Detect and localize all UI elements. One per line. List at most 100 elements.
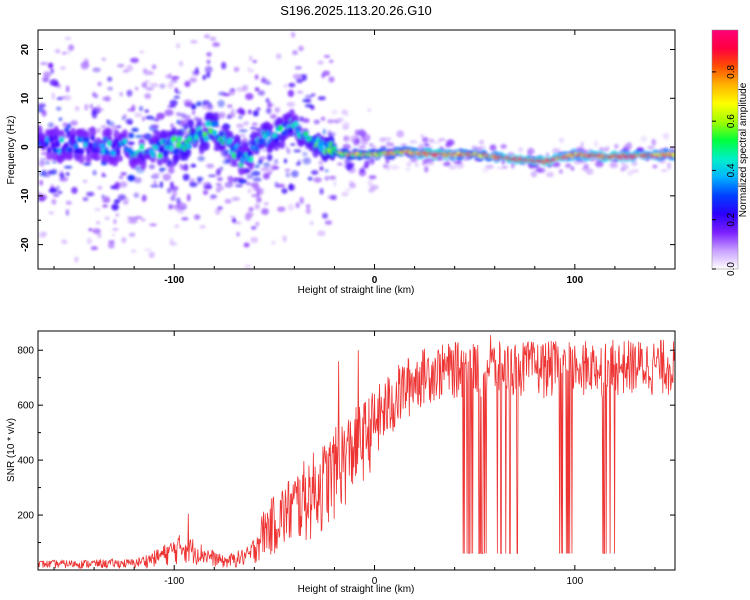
spectrogram-noise-blob [240, 134, 246, 137]
spectrogram-noise-blob [305, 207, 311, 215]
spectrogram-noise-blob [167, 105, 176, 108]
spectrogram-noise-blob [62, 122, 68, 128]
spectrogram-noise-blob [167, 81, 174, 89]
spectrogram-noise-blob [186, 193, 191, 202]
spectrogram-noise-blob [304, 104, 314, 108]
spectrogram-x-tick-label: 0 [372, 275, 378, 286]
spectrogram-noise-blob [660, 169, 668, 172]
spectrogram-noise-blob [133, 215, 143, 220]
spectrogram-noise-blob [66, 47, 71, 55]
spectrogram-noise-blob [558, 137, 565, 143]
spectrogram-noise-blob [212, 42, 221, 47]
spectrogram-noise-blob [396, 130, 405, 138]
spectrogram-noise-blob [263, 202, 269, 206]
spectrogram-noise-blob [202, 100, 206, 107]
spectrogram-noise-blob [92, 170, 97, 176]
spectrogram-noise-blob [384, 137, 392, 141]
colorbar: 0.0 0.2 0.4 0.6 0.8 Normalized spectral ampl… [711, 29, 749, 276]
spectrogram-noise-blob [131, 104, 136, 112]
spectrogram-noise-blob [358, 145, 366, 150]
spectrogram-noise-blob [311, 170, 319, 175]
spectrogram-noise-blob [367, 179, 373, 187]
spectrogram-noise-blob [140, 134, 147, 138]
spectrogram-noise-blob [202, 122, 207, 127]
spectrogram-noise-blob [40, 62, 48, 65]
spectrogram-noise-blob [291, 31, 296, 38]
spectrogram-noise-blob [197, 155, 205, 162]
spectrogram-noise-blob [274, 158, 279, 165]
spectrogram-noise-blob [151, 125, 159, 128]
spectrogram-x-tick-label: 100 [566, 275, 583, 286]
spectrogram-noise-blob [299, 196, 305, 204]
spectrogram-noise-blob [110, 124, 118, 132]
spectrogram-noise-blob [234, 221, 242, 225]
spectrogram-noise-blob [50, 184, 54, 189]
spectrogram-noise-blob [127, 220, 136, 224]
spectrogram-ridge-core [194, 134, 199, 140]
spectrogram-noise-blob [453, 160, 463, 165]
spectrogram-noise-blob [590, 158, 594, 162]
spectrogram-noise-blob [286, 101, 296, 107]
spectrogram-noise-blob [501, 161, 505, 165]
spectrogram-noise-blob [124, 196, 129, 205]
spectrogram-noise-blob [640, 135, 648, 143]
spectrogram-noise-blob [96, 128, 101, 133]
spectrogram-ridge-core [274, 136, 279, 143]
spectrogram-noise-blob [175, 207, 184, 212]
spectrogram-noise-blob [101, 57, 107, 61]
spectrogram-noise-blob [58, 96, 67, 99]
spectrogram-noise-blob [61, 51, 67, 55]
colorbar-label: Normalized spectral amplitude [738, 82, 749, 217]
spectrogram-ridge-core [49, 136, 55, 143]
spectrogram-noise-blob [389, 142, 394, 147]
spectrogram-noise-blob [38, 160, 45, 167]
spectrogram-ridge-halo [233, 134, 241, 145]
spectrogram-noise-blob [127, 216, 134, 220]
spectrogram-noise-blob [317, 230, 326, 237]
spectrogram-noise-blob [302, 152, 308, 157]
colorbar-ticks: 0.0 0.2 0.4 0.6 0.8 [712, 64, 737, 276]
spectrogram-noise-blob [57, 84, 61, 89]
spectrogram-ridge-halo [247, 160, 255, 170]
spectrogram-noise-blob [251, 194, 260, 198]
spectrogram-noise-blob [42, 76, 50, 83]
spectrogram-noise-blob [65, 200, 73, 205]
spectrogram-y-tick-label: 0 [20, 144, 31, 150]
snr-y-tick-label: 600 [17, 401, 34, 412]
spectrogram-ridge-layer [38, 109, 675, 176]
spectrogram-noise-blob [614, 143, 619, 149]
spectrogram-noise-blob [169, 238, 174, 245]
spectrogram-noise-blob [189, 77, 198, 83]
spectrogram-noise-blob [140, 218, 146, 222]
spectrogram-noise-blob [181, 217, 189, 221]
spectrogram-noise-blob [296, 162, 301, 166]
spectrogram-ridge-core [185, 143, 191, 150]
spectrogram-noise-blob [258, 156, 267, 160]
spectrogram-noise-blob [158, 114, 165, 121]
spectrogram-noise-blob [170, 195, 176, 202]
spectrogram-noise-blob [282, 235, 287, 243]
spectrogram-ridge-core [74, 147, 80, 154]
spectrogram-ridge-halo [212, 112, 220, 123]
snr-x-tick-label: 100 [566, 576, 583, 587]
spectrogram-noise-blob [230, 215, 236, 219]
spectrogram-noise-blob [283, 84, 288, 88]
spectrogram-noise-blob [216, 168, 221, 176]
spectrogram-noise-blob [379, 137, 387, 143]
spectrogram-ridge-halo [93, 150, 101, 161]
spectrogram-noise-blob [418, 143, 426, 150]
spectrogram-noise-blob [58, 117, 63, 121]
spectrogram-noise-blob [203, 35, 211, 38]
spectrogram-noise-blob [400, 143, 408, 147]
spectrogram-noise-blob [342, 121, 350, 129]
spectrogram-noise-blob [406, 162, 412, 167]
spectrogram-noise-blob [175, 90, 182, 95]
colorbar-tick-label: 0.0 [726, 262, 737, 276]
spectrogram-noise-blob [386, 141, 391, 148]
spectrogram-noise-blob [204, 65, 213, 74]
spectrogram-ridge-halo [53, 126, 60, 137]
spectrogram-noise-blob [580, 160, 587, 164]
spectrogram-noise-blob [176, 119, 181, 125]
